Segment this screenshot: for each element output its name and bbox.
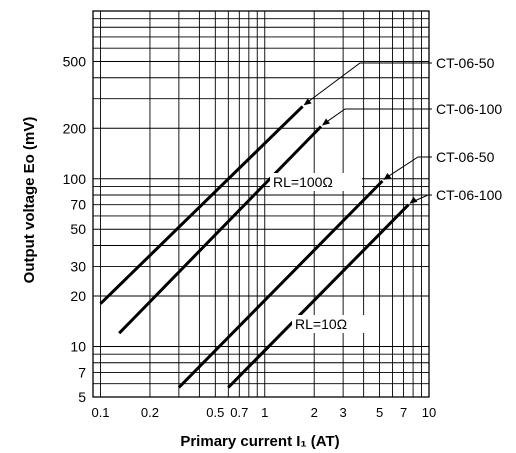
series-label: CT-06-50 — [436, 149, 495, 165]
series-leader-arrowhead — [383, 172, 392, 180]
annotation-label: RL=100Ω — [273, 174, 333, 190]
y-tick-label: 70 — [70, 197, 86, 213]
grid — [93, 10, 430, 398]
series-leader-line — [322, 108, 432, 125]
y-tick-label: 10 — [70, 339, 86, 355]
y-tick-label: 20 — [70, 288, 86, 304]
y-tick-label: 50 — [70, 221, 86, 237]
series-label: CT-06-100 — [436, 101, 502, 117]
x-tick-label: 2 — [311, 405, 318, 420]
y-tick-label: 100 — [63, 171, 87, 187]
series-line — [99, 105, 304, 305]
y-axis-label: Output voltage Eo (mV) — [21, 117, 38, 284]
series-line — [227, 203, 410, 389]
x-tick-label: 3 — [340, 405, 347, 420]
series-leader-arrowhead — [303, 98, 312, 106]
series-label: CT-06-100 — [436, 187, 502, 203]
annotation-background — [270, 173, 362, 191]
series-leader-line — [384, 156, 432, 180]
y-axis-ticks: 5 7 10 20 30 50 70 100 200 500 — [63, 53, 87, 405]
y-tick-label: 200 — [63, 120, 87, 136]
x-tick-label: 5 — [376, 405, 383, 420]
x-tick-label: 0.2 — [141, 405, 159, 420]
series-leader-arrowhead — [321, 118, 330, 126]
series-line — [177, 179, 384, 389]
x-axis-label: Primary current I₁ (AT) — [180, 433, 339, 450]
x-tick-label: 10 — [422, 405, 436, 420]
x-tick-label: 0.7 — [230, 405, 248, 420]
x-tick-label: 7 — [400, 405, 407, 420]
x-tick-label: 1 — [261, 405, 268, 420]
series-leader-arrowhead — [409, 196, 418, 204]
annotation-label: RL=10Ω — [295, 316, 347, 332]
series-leader-line — [304, 62, 432, 105]
series-group: CT-06-50 CT-06-100 CT-06-50 CT-06-100 — [99, 55, 502, 389]
y-tick-label: 5 — [78, 389, 86, 405]
annotations: RL=100Ω RL=10Ω — [270, 173, 370, 333]
y-tick-label: 7 — [78, 364, 86, 380]
x-tick-label: 0.5 — [206, 405, 224, 420]
y-tick-label: 30 — [70, 258, 86, 274]
series-line — [118, 125, 323, 335]
annotation-background — [292, 315, 370, 333]
x-tick-label: 0.1 — [91, 405, 109, 420]
x-axis-ticks: 0.1 0.2 0.5 0.7 1 2 3 5 7 10 — [91, 405, 436, 420]
series-leader-line — [410, 194, 432, 204]
series-label: CT-06-50 — [436, 55, 495, 71]
plot-frame — [92, 10, 430, 398]
y-tick-label: 500 — [63, 53, 87, 69]
